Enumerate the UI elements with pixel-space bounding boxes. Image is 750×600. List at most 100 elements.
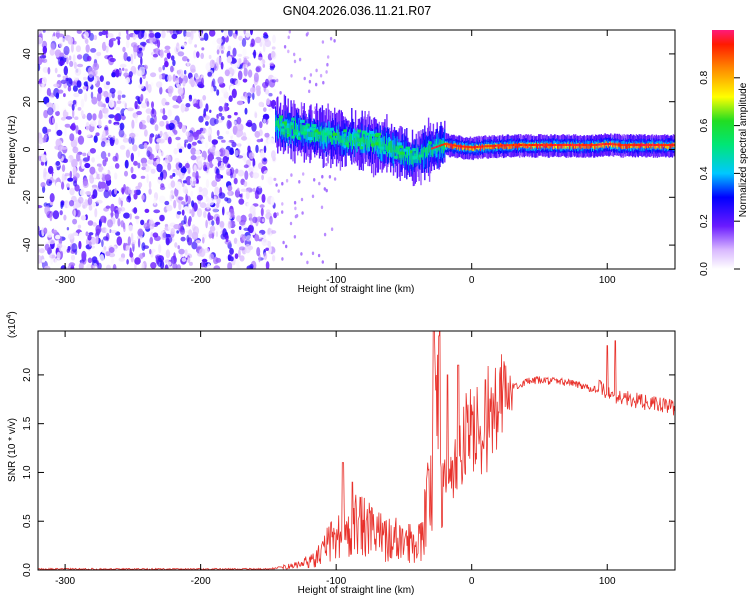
noise-cell — [56, 129, 63, 136]
noise-cell — [254, 234, 260, 242]
noise-cell — [59, 210, 63, 216]
x-tick-label: -300 — [55, 275, 75, 286]
noise-cell — [93, 263, 98, 269]
noise-cell — [125, 149, 130, 158]
noise-cell — [38, 149, 44, 157]
noise-cell — [132, 144, 138, 152]
noise-cell — [166, 204, 173, 212]
noise-cell — [257, 56, 263, 61]
ridge-cell — [329, 127, 334, 131]
noise-cell — [123, 212, 130, 219]
noise-cell — [96, 163, 102, 167]
ridge-core-cell — [475, 146, 477, 149]
noise-cell — [269, 66, 275, 71]
noise-cell — [148, 220, 155, 230]
noise-cell — [164, 60, 169, 68]
ridge-cell — [275, 127, 278, 131]
ridge-core-cell — [649, 144, 651, 146]
colorbar-tick-label: 0.8 — [699, 70, 710, 84]
ridge-core-cell — [590, 144, 592, 146]
ridge-cell — [431, 148, 434, 158]
noise-cell — [89, 148, 96, 154]
noise-cell — [76, 80, 82, 88]
noise-cell — [100, 215, 107, 223]
ridge-cell — [465, 145, 468, 151]
ridge-cell — [301, 131, 306, 135]
ridge-core-cell — [603, 143, 605, 146]
noise-cell — [117, 218, 121, 227]
y-tick-label: 2.0 — [22, 368, 33, 382]
noise-cell — [245, 122, 253, 127]
noise-cell — [49, 254, 52, 258]
noise-cell — [263, 145, 267, 154]
noise-cell — [144, 208, 150, 213]
noise-cell — [301, 211, 304, 215]
noise-cell — [90, 237, 97, 245]
noise-cell — [112, 263, 117, 269]
noise-cell — [178, 148, 183, 153]
noise-cell — [104, 174, 112, 181]
ridge-cell — [339, 135, 342, 146]
noise-cell — [43, 96, 50, 105]
colorbar: 0.0 0.2 0.4 0.6 0.8 Normalized spectral ampl… — [699, 30, 749, 276]
x-tick-label: 100 — [599, 576, 616, 587]
noise-cell — [142, 42, 146, 48]
noise-cell — [103, 90, 109, 98]
noise-cell — [105, 139, 111, 147]
noise-cell — [67, 157, 71, 163]
noise-cell — [152, 232, 159, 238]
ridge-cell — [349, 135, 351, 143]
noise-cell — [151, 101, 154, 109]
noise-cell — [137, 228, 144, 237]
noise-cell — [264, 78, 270, 87]
noise-cell — [82, 86, 88, 90]
ridge-cell — [492, 144, 494, 150]
y-tick-label: 0.5 — [22, 514, 33, 528]
ridge-cell — [364, 139, 366, 148]
ridge-cell — [510, 144, 512, 150]
noise-cell — [43, 109, 49, 119]
ridge-core-cell — [435, 145, 438, 148]
noise-cell — [60, 79, 67, 85]
noise-cell — [123, 109, 129, 117]
ridge-cell — [291, 135, 295, 139]
ridge-cell — [356, 134, 359, 142]
noise-cell — [229, 256, 234, 262]
noise-cell — [148, 32, 155, 38]
noise-cell — [264, 125, 269, 133]
ridge-cell — [399, 151, 401, 158]
ridge-core-cell — [470, 146, 472, 149]
noise-cell — [95, 199, 103, 204]
noise-cell — [209, 109, 212, 114]
noise-cell — [245, 235, 252, 242]
noise-cell — [178, 202, 182, 211]
noise-cell — [69, 200, 75, 207]
ridge-cell — [337, 129, 340, 142]
noise-cell — [238, 226, 242, 230]
ridge-cell — [390, 141, 392, 153]
noise-cell — [38, 36, 43, 47]
noise-cell — [303, 76, 306, 81]
ridge-cell — [538, 143, 541, 149]
noise-cell — [99, 75, 104, 82]
ridge-cell — [396, 140, 398, 153]
ridge-core-cell — [583, 144, 586, 146]
noise-cell — [40, 161, 45, 166]
ridge-cell — [360, 137, 362, 145]
x-tick-label: -100 — [326, 576, 346, 587]
noise-cell — [61, 173, 66, 183]
ridge-cell — [435, 138, 437, 148]
noise-cell — [209, 225, 216, 232]
ridge-core-cell — [548, 144, 550, 146]
noise-cell — [111, 91, 115, 99]
noise-cell — [99, 254, 105, 263]
noise-cell — [56, 30, 60, 33]
noise-cell — [102, 236, 109, 241]
ridge-cell — [343, 145, 347, 149]
ridge-cell — [345, 137, 347, 144]
noise-cell — [270, 230, 277, 234]
noise-cell — [46, 102, 53, 108]
noise-cell — [121, 188, 125, 195]
noise-cell — [86, 112, 93, 121]
ridge-cell — [566, 144, 568, 149]
